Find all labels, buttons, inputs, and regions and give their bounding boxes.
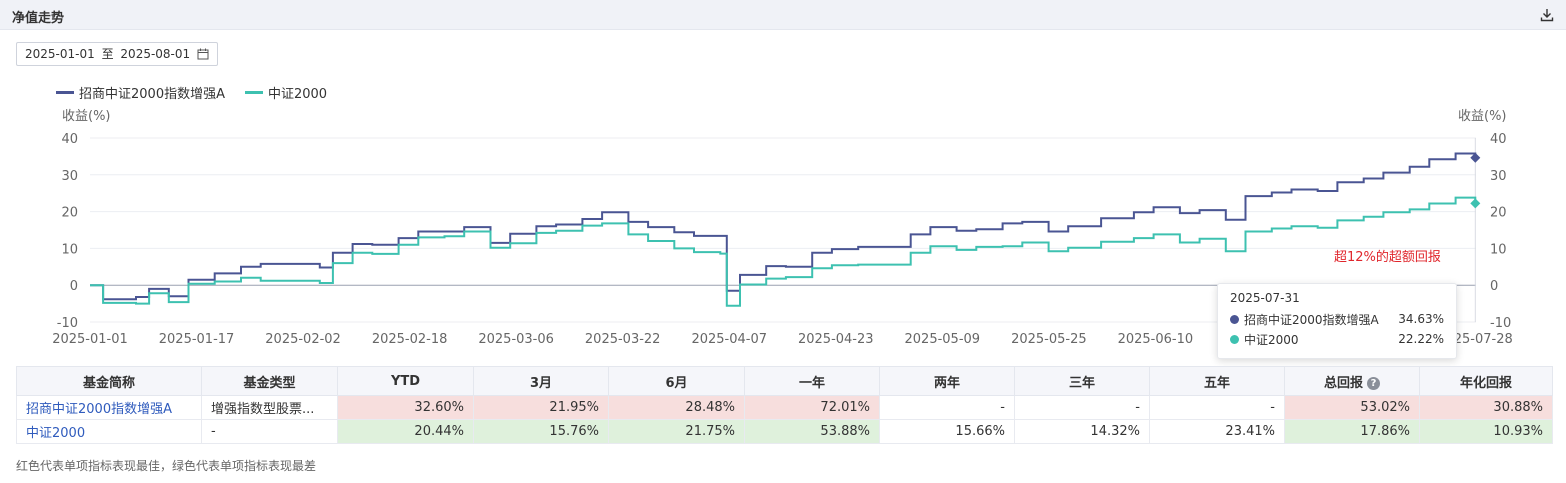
- cell-annualized: 30.88%: [1419, 395, 1553, 420]
- table-row: 招商中证2000指数增强A 增强指数型股票... 32.60% 21.95% 2…: [16, 395, 1553, 420]
- fund-type-cell: 增强指数型股票...: [201, 395, 338, 420]
- cell-3m: 21.95%: [473, 395, 609, 420]
- cell-ytd: 32.60%: [337, 395, 474, 420]
- tooltip-row-index: 中证2000 22.22%: [1230, 329, 1444, 349]
- calendar-icon: [197, 48, 209, 60]
- col-header-ytd: YTD: [337, 366, 474, 396]
- x-tick-label: 2025-05-09: [905, 332, 981, 347]
- col-header-1y: 一年: [744, 366, 880, 396]
- tooltip-value-index: 22.22%: [1398, 332, 1444, 346]
- series-line-1: [90, 196, 1477, 307]
- y-tick-label-right: 0: [1490, 279, 1498, 294]
- legend-label-index: 中证2000: [267, 87, 328, 102]
- performance-table: 基金简称 基金类型 YTD 3月 6月 一年 两年 三年 五年 总回报? 年化回…: [16, 366, 1553, 444]
- cell-1y: 53.88%: [744, 419, 880, 444]
- series-end-marker-1: [1470, 198, 1481, 209]
- tooltip-name-fund: 招商中证2000指数增强A: [1244, 312, 1379, 327]
- index-name-link[interactable]: 中证2000: [16, 419, 202, 444]
- x-tick-label: 2025-04-07: [691, 332, 767, 347]
- cell-3y: 14.32%: [1014, 419, 1150, 444]
- tooltip-dot-fund: [1230, 314, 1239, 324]
- legend-swatch-index: [244, 91, 263, 94]
- y-tick-label-left: 20: [61, 206, 78, 221]
- col-header-name: 基金简称: [16, 366, 202, 396]
- col-header-annualized: 年化回报: [1419, 366, 1553, 396]
- col-header-total-label: 总回报: [1323, 375, 1363, 391]
- x-tick-label: 2025-04-23: [798, 332, 874, 347]
- cell-1y: 72.01%: [744, 395, 880, 420]
- y-tick-label-right: 10: [1490, 242, 1507, 257]
- legend-item-fund[interactable]: 招商中证2000指数增强A: [56, 83, 225, 102]
- x-tick-label: 2025-01-17: [159, 332, 235, 347]
- help-icon[interactable]: ?: [1367, 376, 1380, 390]
- date-end: 2025-08-01: [120, 47, 191, 61]
- cell-total: 17.86%: [1284, 419, 1420, 444]
- panel-header: 净值走势: [0, 0, 1566, 30]
- y-tick-label-left: 10: [61, 242, 78, 257]
- y-tick-label-left: 40: [61, 132, 78, 147]
- chart-tooltip: 2025-07-31 招商中证2000指数增强A 34.63% 中证2000 2…: [1217, 283, 1457, 359]
- y-tick-label-left: 0: [70, 279, 78, 294]
- fund-name-link[interactable]: 招商中证2000指数增强A: [16, 395, 202, 420]
- x-tick-label: 2025-02-02: [265, 332, 341, 347]
- col-header-3m: 3月: [473, 366, 609, 396]
- series-line-0: [90, 152, 1477, 301]
- cell-total: 53.02%: [1284, 395, 1420, 420]
- col-header-total: 总回报?: [1284, 366, 1420, 396]
- cell-6m: 28.48%: [608, 395, 745, 420]
- index-type-cell: -: [201, 419, 338, 444]
- x-tick-label: 2025-03-22: [585, 332, 661, 347]
- cell-3y: -: [1014, 395, 1150, 420]
- cell-3m: 15.76%: [473, 419, 609, 444]
- panel-title: 净值走势: [12, 11, 65, 26]
- tooltip-name-index: 中证2000: [1244, 332, 1299, 347]
- cell-5y: -: [1149, 395, 1285, 420]
- date-start: 2025-01-01: [25, 47, 95, 61]
- cell-2y: -: [879, 395, 1015, 420]
- col-header-2y: 两年: [879, 366, 1015, 396]
- cell-ytd: 20.44%: [337, 419, 474, 444]
- table-header-row: 基金简称 基金类型 YTD 3月 6月 一年 两年 三年 五年 总回报? 年化回…: [16, 366, 1553, 396]
- series-end-marker-0: [1470, 152, 1481, 163]
- y-axis-title-right: 收益(%): [1458, 109, 1507, 124]
- col-header-3y: 三年: [1014, 366, 1150, 396]
- cell-6m: 21.75%: [608, 419, 745, 444]
- y-tick-label-left: -10: [57, 316, 78, 331]
- x-tick-label: 2025-02-18: [372, 332, 448, 347]
- x-tick-label: 2025-01-01: [52, 332, 128, 347]
- tooltip-value-fund: 34.63%: [1398, 312, 1444, 326]
- tooltip-date: 2025-07-31: [1230, 291, 1300, 305]
- y-tick-label-right: 40: [1490, 132, 1507, 147]
- date-range-picker[interactable]: 2025-01-01 至 2025-08-01: [16, 42, 218, 66]
- chart-legend: 招商中证2000指数增强A 中证2000: [56, 83, 327, 102]
- tooltip-row-fund: 招商中证2000指数增强A 34.63%: [1230, 309, 1444, 329]
- y-tick-label-left: 30: [61, 169, 78, 184]
- y-tick-label-right: 30: [1490, 169, 1507, 184]
- download-icon[interactable]: [1540, 8, 1554, 22]
- col-header-5y: 五年: [1149, 366, 1285, 396]
- legend-label-fund: 招商中证2000指数增强A: [79, 87, 225, 102]
- y-tick-label-right: -10: [1490, 316, 1511, 331]
- cell-2y: 15.66%: [879, 419, 1015, 444]
- legend-swatch-fund: [56, 91, 74, 94]
- col-header-type: 基金类型: [201, 366, 338, 396]
- cell-annualized: 10.93%: [1419, 419, 1553, 444]
- cell-5y: 23.41%: [1149, 419, 1285, 444]
- x-tick-label: 2025-05-25: [1011, 332, 1087, 347]
- x-tick-label: 2025-03-06: [478, 332, 554, 347]
- y-tick-label-right: 20: [1490, 206, 1507, 221]
- excess-return-annotation: 超12%的超额回报: [1334, 250, 1441, 265]
- y-axis-title-left: 收益(%): [62, 109, 111, 124]
- table-row: 中证2000 - 20.44% 15.76% 21.75% 53.88% 15.…: [16, 419, 1553, 444]
- x-tick-label: 2025-06-10: [1118, 332, 1194, 347]
- tooltip-dot-index: [1230, 334, 1239, 344]
- table-footnote: 红色代表单项指标表现最佳，绿色代表单项指标表现最差: [16, 459, 317, 473]
- legend-item-index[interactable]: 中证2000: [244, 83, 328, 102]
- date-separator: 至: [101, 47, 114, 61]
- col-header-6m: 6月: [608, 366, 745, 396]
